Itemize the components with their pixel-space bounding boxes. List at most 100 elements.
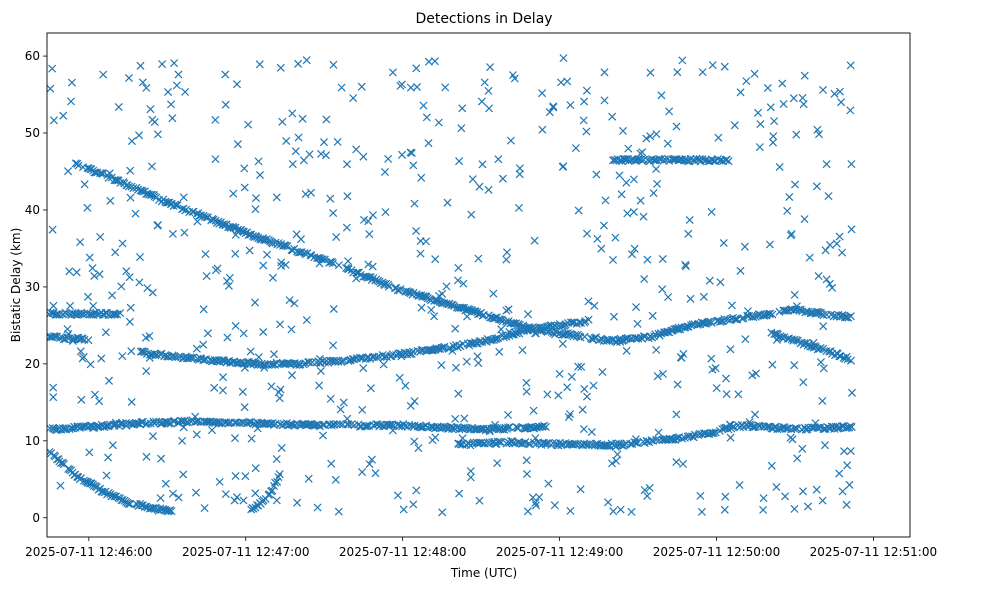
y-tick-label: 50 [25,126,40,140]
detection-point [117,282,126,291]
detection-point [339,398,348,407]
detection-point [193,417,202,426]
detection-point [555,369,564,378]
detection-point [600,96,609,105]
detection-point [136,61,145,70]
detection-point [111,310,120,319]
detection-point [239,496,248,505]
detection-point [288,109,297,118]
detection-point [789,94,798,103]
detection-point [158,60,167,69]
detection-point [505,327,514,336]
detection-point [277,443,286,453]
detection-point [260,363,269,372]
detection-point [97,354,106,363]
detection-point [438,508,447,517]
detection-point [498,317,507,326]
detection-point [238,387,247,396]
detection-point [652,435,661,444]
detection-point [59,111,68,120]
detection-point [267,382,276,391]
detection-point [250,298,260,307]
detection-point [522,456,531,465]
detection-point [95,397,104,406]
detection-point [835,469,844,478]
detection-point [608,255,618,264]
detection-point [98,169,107,178]
detection-point [59,425,69,434]
detection-point [160,417,169,426]
detection-point [200,504,209,513]
detection-point [298,114,307,123]
detection-point [820,441,830,450]
detection-point [442,299,451,308]
detection-point [506,136,515,145]
detection-point [498,174,507,183]
detection-point [627,507,636,516]
detection-point [281,260,290,269]
detection-point [673,380,682,389]
detection-point [47,84,55,93]
detection-point [358,405,367,414]
detection-point [108,441,117,450]
detection-point [768,138,778,147]
detection-point [707,354,716,363]
detection-point [255,60,264,69]
detection-point [601,196,610,205]
detection-point [278,117,287,126]
detection-point [578,405,587,414]
detection-point [824,192,833,201]
detection-point [623,209,632,218]
detection-point [686,294,695,303]
detection-point [745,418,754,427]
detection-point [825,279,834,288]
detection-point [271,478,280,487]
detection-point [315,259,324,268]
detection-point [803,502,813,511]
detection-point [199,340,208,349]
detection-point [515,170,524,179]
detection-point [251,464,260,473]
detection-point [538,125,547,134]
detection-point [372,353,381,362]
detection-point [664,293,673,302]
detection-point [522,469,532,479]
detection-point [698,68,707,77]
detection-point [384,282,393,291]
detection-point [306,188,316,197]
detection-point [124,73,133,83]
detection-point [326,394,335,403]
detection-point [489,289,498,298]
detection-point [334,507,343,516]
detection-point [321,151,331,160]
detection-point [822,160,831,169]
detection-point [705,276,714,285]
detection-point [259,261,268,270]
detection-point [788,435,797,444]
detection-point [579,116,588,125]
detection-point [611,233,620,242]
detection-point [344,356,353,366]
detection-point [48,225,57,234]
detection-point [463,312,472,321]
detection-point [156,494,165,503]
detection-point [179,193,188,202]
y-axis: 0 10 20 30 40 50 60 [25,49,47,525]
detection-point [329,208,338,218]
detection-point [66,301,75,310]
detection-point [288,160,297,169]
detection-point [790,180,800,189]
detection-point [96,169,105,178]
detection-point [707,207,716,216]
detection-point [349,94,358,103]
detection-point [607,459,617,468]
y-tick-label: 20 [25,357,40,371]
detection-point [272,455,281,464]
detection-point [126,499,135,509]
detection-point [842,500,851,509]
detection-point [129,184,138,193]
detection-point [541,422,550,431]
detection-point [554,391,563,400]
detection-point [417,303,426,312]
detection-point [466,441,475,450]
